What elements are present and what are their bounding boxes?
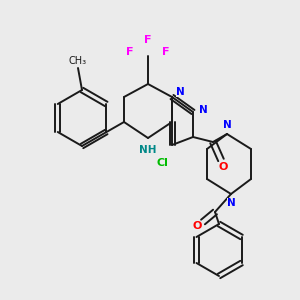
- Text: Cl: Cl: [156, 158, 168, 168]
- Text: CH₃: CH₃: [69, 56, 87, 66]
- Text: F: F: [144, 35, 152, 45]
- Text: N: N: [199, 105, 207, 115]
- Text: F: F: [126, 47, 134, 57]
- Text: O: O: [192, 221, 202, 231]
- Text: N: N: [223, 120, 231, 130]
- Text: NH: NH: [139, 145, 157, 155]
- Text: N: N: [176, 87, 184, 97]
- Text: N: N: [226, 198, 236, 208]
- Text: O: O: [218, 162, 228, 172]
- Text: F: F: [162, 47, 170, 57]
